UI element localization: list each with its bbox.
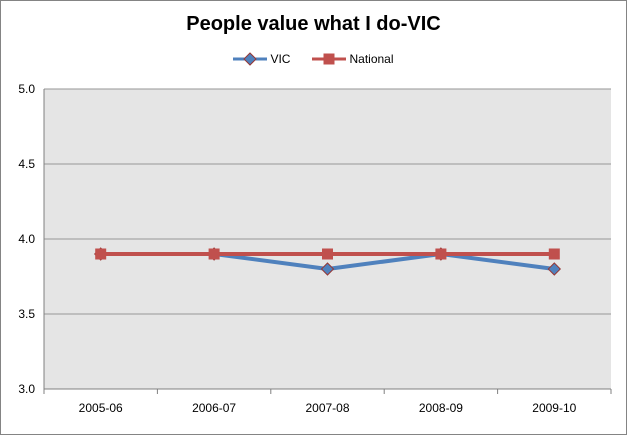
chart-legend: VIC National bbox=[1, 52, 626, 66]
legend-marker-diamond-icon bbox=[233, 52, 268, 66]
x-tick-label: 2007-08 bbox=[305, 401, 349, 415]
y-tick-label: 4.5 bbox=[18, 157, 35, 171]
legend-item-national: National bbox=[312, 52, 394, 66]
series-marker-diamond bbox=[547, 262, 562, 276]
x-tick-label: 2006-07 bbox=[192, 401, 236, 415]
y-tick-label: 3.5 bbox=[18, 307, 35, 321]
series-marker-square bbox=[548, 248, 560, 260]
legend-item-vic: VIC bbox=[233, 52, 290, 66]
series-marker-square bbox=[322, 248, 333, 260]
series-marker-square bbox=[323, 53, 335, 65]
chart-title: People value what I do-VIC bbox=[186, 13, 441, 35]
series-marker-square bbox=[435, 248, 447, 260]
series-marker-diamond bbox=[320, 262, 335, 276]
x-tick-label: 2009-10 bbox=[532, 401, 576, 415]
x-tick-label: 2008-09 bbox=[419, 401, 463, 415]
y-tick-label: 4.0 bbox=[18, 232, 35, 246]
series-marker-square bbox=[208, 248, 220, 260]
legend-label: National bbox=[349, 52, 394, 66]
legend-label: VIC bbox=[270, 52, 291, 66]
series-marker-diamond bbox=[243, 52, 258, 66]
y-tick-label: 3.0 bbox=[18, 382, 35, 396]
series-marker-square bbox=[95, 248, 107, 260]
x-tick-label: 2005-06 bbox=[79, 401, 123, 415]
y-tick-label: 5.0 bbox=[18, 82, 35, 96]
legend-marker-square-icon bbox=[312, 53, 347, 65]
